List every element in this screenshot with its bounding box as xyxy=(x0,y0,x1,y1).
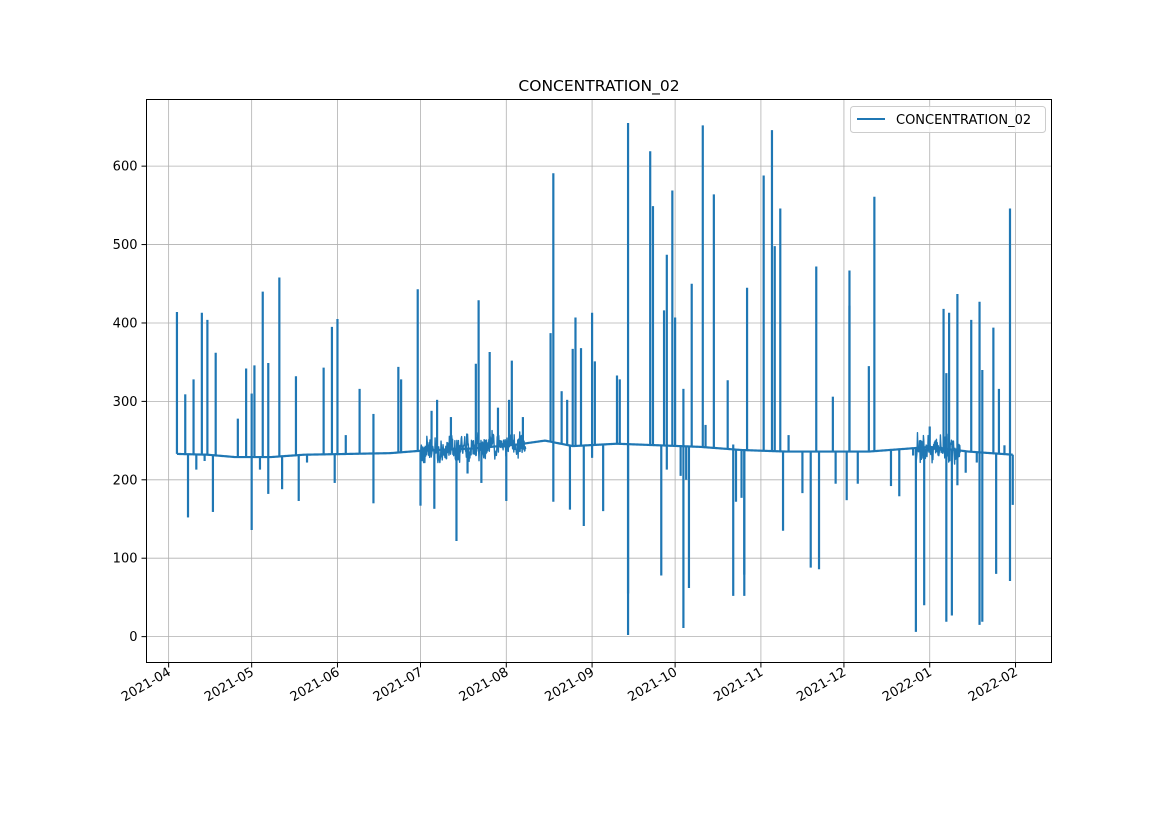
y-tick-label: 100 xyxy=(113,552,138,567)
series-noise-segment xyxy=(419,429,527,464)
chart-title: CONCENTRATION_02 xyxy=(518,77,679,96)
y-tick-label: 0 xyxy=(129,630,137,645)
y-tick-label: 500 xyxy=(113,238,138,253)
y-axis: 0 100 200 300 400 500 600 xyxy=(113,160,147,645)
y-tick-label: 600 xyxy=(113,160,138,175)
legend-box xyxy=(850,106,1046,133)
legend: CONCENTRATION_02 xyxy=(850,106,1046,133)
plot-frame xyxy=(146,99,1052,663)
grid-y xyxy=(146,165,1052,638)
legend-label: CONCENTRATION_02 xyxy=(896,113,1031,128)
y-tick-label: 200 xyxy=(113,473,138,488)
y-tick-label: 400 xyxy=(113,316,138,331)
y-tick-label: 300 xyxy=(113,395,138,410)
series-concentration-02 xyxy=(175,123,1014,636)
series-noise-segment xyxy=(915,431,961,465)
